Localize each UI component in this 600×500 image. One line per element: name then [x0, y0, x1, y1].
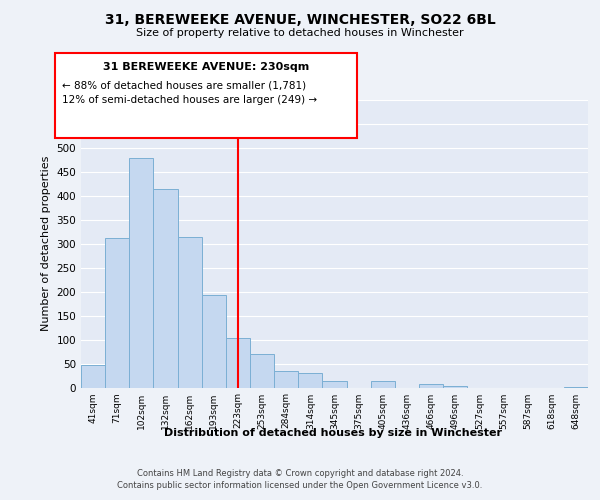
Text: ← 88% of detached houses are smaller (1,781): ← 88% of detached houses are smaller (1,… — [62, 80, 307, 90]
Y-axis label: Number of detached properties: Number of detached properties — [41, 156, 51, 332]
Bar — [298, 373, 322, 388]
Bar — [154, 188, 178, 388]
Bar — [274, 370, 298, 388]
Bar — [178, 237, 202, 388]
Text: 31, BEREWEEKE AVENUE, WINCHESTER, SO22 6BL: 31, BEREWEEKE AVENUE, WINCHESTER, SO22 6… — [104, 12, 496, 26]
Text: 31 BEREWEEKE AVENUE: 230sqm: 31 BEREWEEKE AVENUE: 230sqm — [103, 62, 309, 72]
Text: Contains HM Land Registry data © Crown copyright and database right 2024.: Contains HM Land Registry data © Crown c… — [137, 470, 463, 478]
Bar — [81, 366, 105, 388]
Bar — [129, 158, 154, 388]
Text: Contains public sector information licensed under the Open Government Licence v3: Contains public sector information licen… — [118, 482, 482, 490]
Bar — [202, 295, 226, 388]
Text: 12% of semi-detached houses are larger (249) →: 12% of semi-detached houses are larger (… — [62, 95, 317, 105]
Bar — [564, 386, 588, 388]
Bar — [250, 354, 274, 388]
Bar — [419, 384, 443, 388]
Bar — [443, 386, 467, 388]
Text: Distribution of detached houses by size in Winchester: Distribution of detached houses by size … — [164, 428, 502, 438]
Bar — [371, 382, 395, 388]
Bar — [105, 238, 129, 388]
Bar — [226, 338, 250, 388]
Text: Size of property relative to detached houses in Winchester: Size of property relative to detached ho… — [136, 28, 464, 38]
Bar — [322, 382, 347, 388]
